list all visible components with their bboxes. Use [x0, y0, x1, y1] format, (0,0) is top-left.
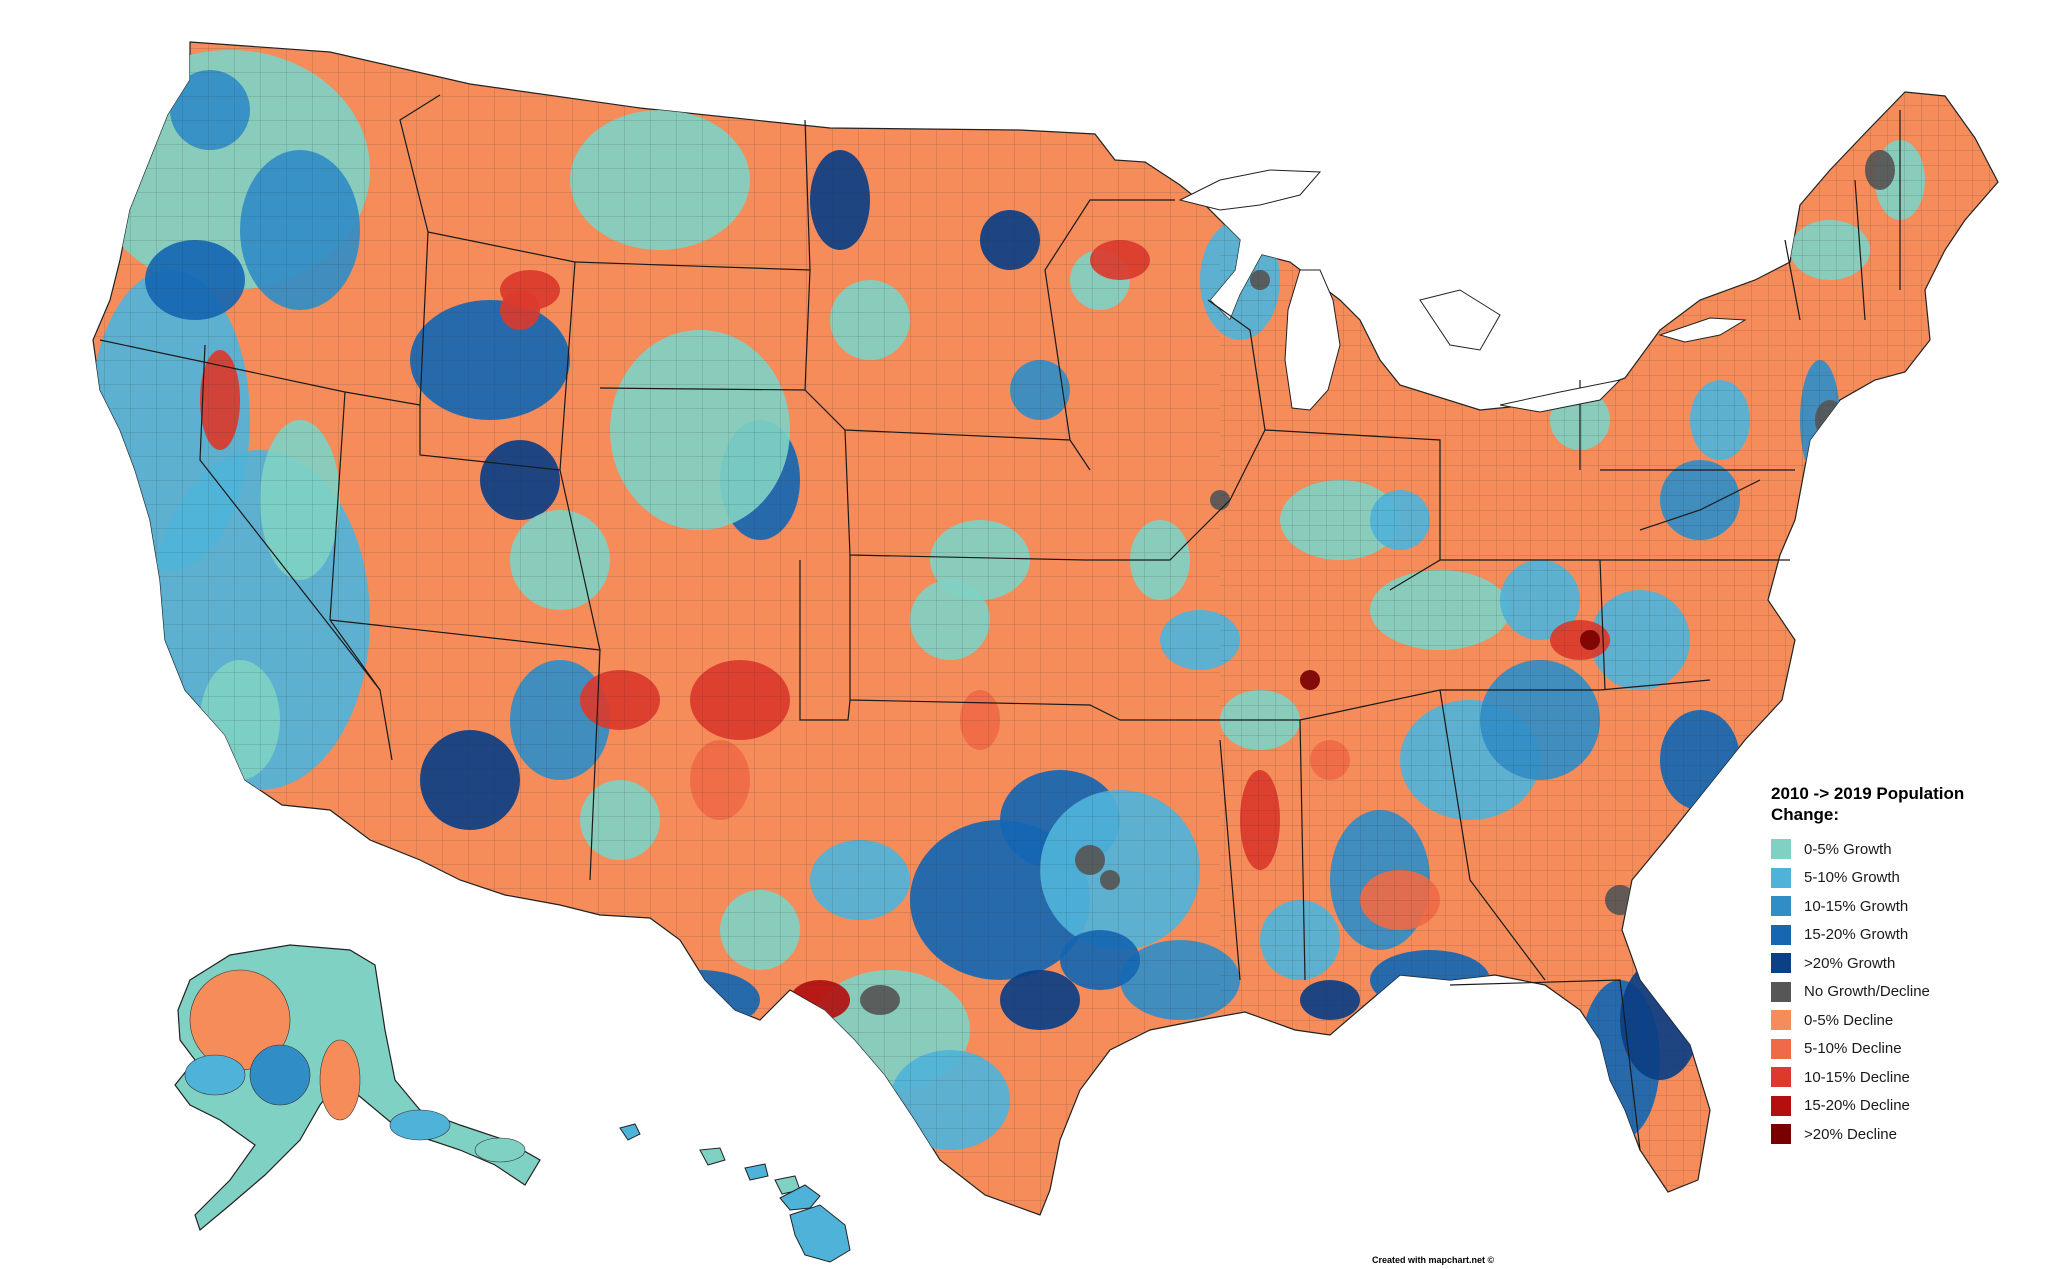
legend-item: 5-10% Decline — [1771, 1035, 2031, 1064]
county-region — [1730, 160, 1790, 240]
legend-swatch — [1771, 953, 1791, 974]
legend-label: 0-5% Growth — [1804, 840, 1892, 858]
great-lakes — [1178, 169, 1747, 413]
legend-label: No Growth/Decline — [1804, 983, 1930, 1001]
legend-label: 15-20% Decline — [1804, 1097, 1910, 1115]
legend-title: 2010 -> 2019 Population Change: — [1771, 784, 1965, 824]
legend-item: 10-15% Decline — [1771, 1063, 2031, 1092]
alaska-region — [184, 1054, 246, 1096]
legend-swatch — [1771, 1124, 1791, 1145]
legend-list: 0-5% Growth 5-10% Growth 10-15% Growth 1… — [1771, 835, 2031, 1149]
legend-swatch — [1771, 924, 1791, 945]
state-borders — [99, 94, 1901, 1151]
legend-swatch — [1771, 981, 1791, 1002]
legend-label: >20% Growth — [1804, 954, 1896, 972]
legend-swatch — [1771, 1067, 1791, 1088]
legend-item: >20% Growth — [1771, 949, 2031, 978]
alaska-region — [389, 1109, 451, 1141]
legend-swatch — [1771, 1038, 1791, 1059]
legend-label: 0-5% Decline — [1804, 1011, 1894, 1029]
legend-swatch — [1771, 896, 1791, 917]
county-region — [1440, 1000, 1460, 1020]
legend-label: 5-10% Decline — [1804, 1040, 1902, 1058]
legend-swatch — [1771, 839, 1791, 860]
legend-item: 0-5% Growth — [1771, 835, 2031, 864]
legend-label: 5-10% Growth — [1804, 869, 1900, 887]
legend-label: 10-15% Growth — [1804, 897, 1909, 915]
legend-swatch — [1771, 1095, 1791, 1116]
legend-label: 15-20% Growth — [1804, 926, 1909, 944]
hawaii — [619, 1123, 851, 1263]
alaska-region — [474, 1137, 526, 1163]
alaska-region — [319, 1039, 361, 1121]
legend: 2010 -> 2019 Population Change: 0-5% Gro… — [1771, 783, 2031, 1149]
legend-label: 10-15% Decline — [1804, 1068, 1910, 1086]
legend-swatch — [1771, 1010, 1791, 1031]
map-credit: Created with mapchart.net © — [1372, 1255, 1495, 1265]
legend-item: 15-20% Growth — [1771, 921, 2031, 950]
legend-item: >20% Decline — [1771, 1120, 2031, 1149]
alaska-region — [249, 1044, 311, 1106]
legend-item: 5-10% Growth — [1771, 864, 2031, 893]
legend-item: 10-15% Growth — [1771, 892, 2031, 921]
legend-swatch — [1771, 867, 1791, 888]
legend-item: 0-5% Decline — [1771, 1006, 2031, 1035]
legend-label: >20% Decline — [1804, 1125, 1897, 1143]
legend-item: No Growth/Decline — [1771, 978, 2031, 1007]
alaska-regions — [184, 969, 526, 1163]
legend-item: 15-20% Decline — [1771, 1092, 2031, 1121]
